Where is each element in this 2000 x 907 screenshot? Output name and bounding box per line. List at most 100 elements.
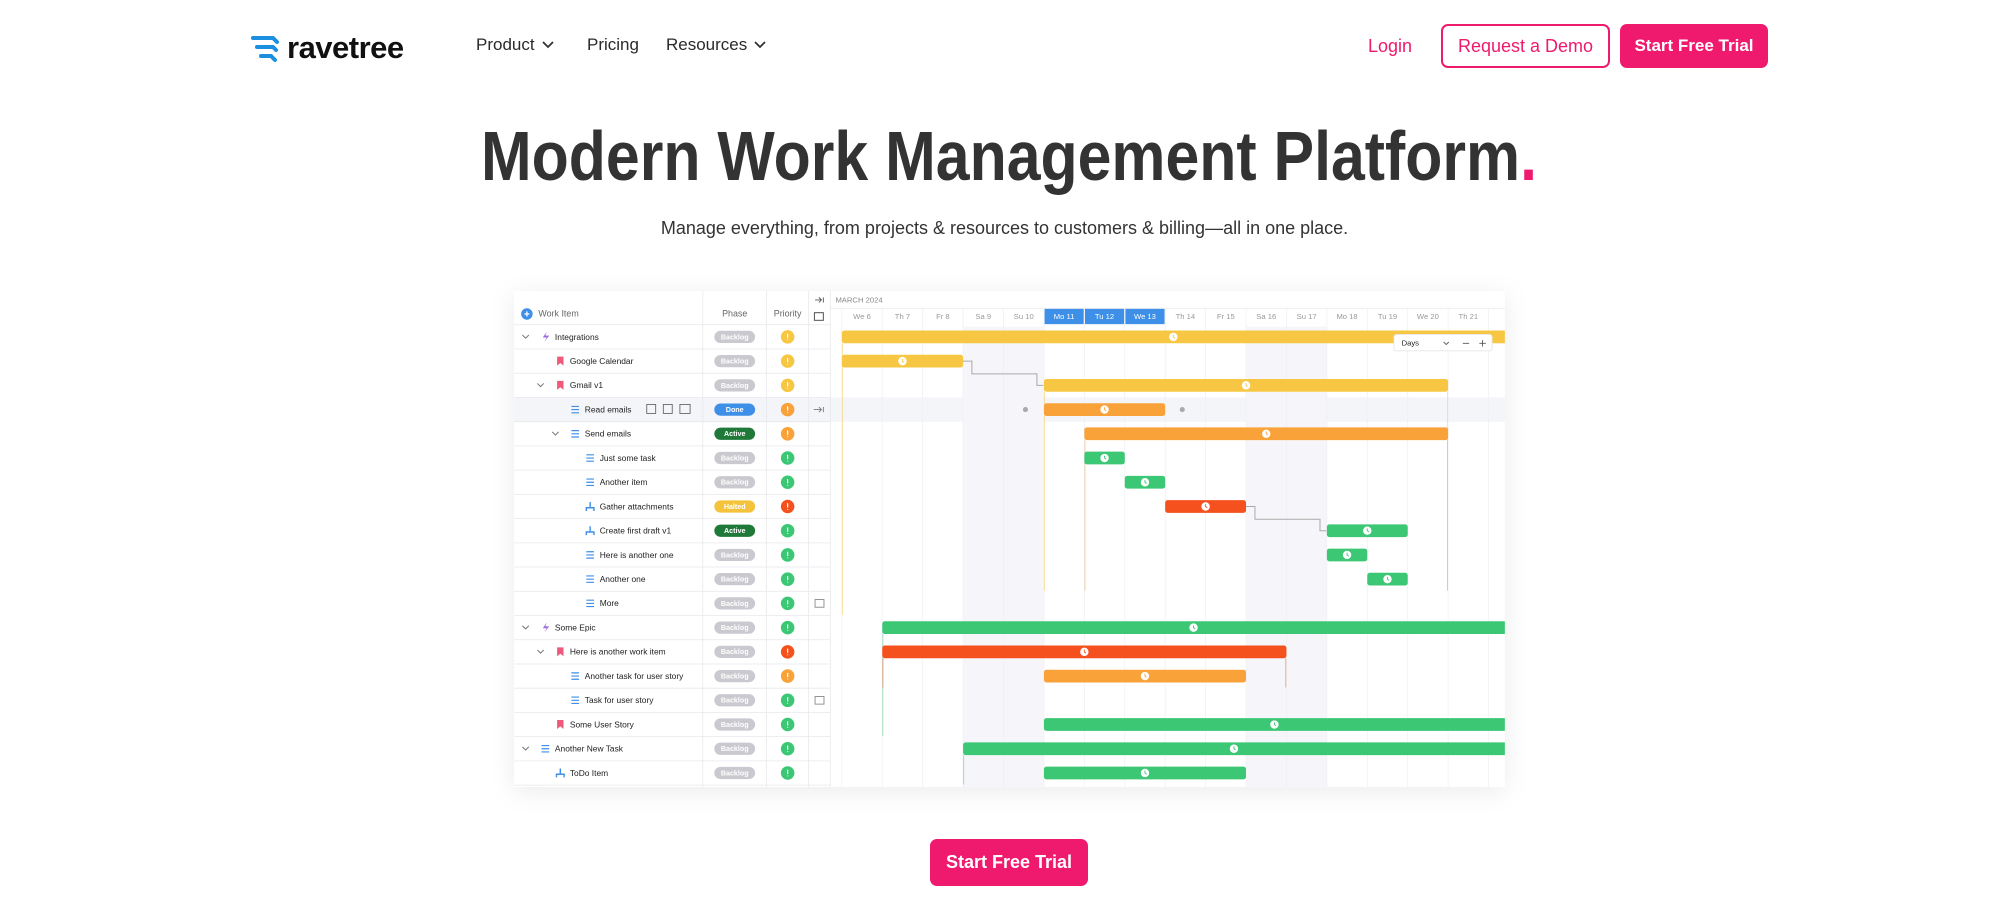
phase-badge — [714, 476, 756, 489]
phase-label: Halted — [724, 503, 746, 511]
day-label: Su 10 — [1014, 312, 1034, 321]
phase-label: Backlog — [721, 769, 749, 777]
day-label: Fr 15 — [1217, 312, 1235, 321]
expand-chevron — [536, 383, 545, 388]
expand-chevron — [522, 334, 530, 339]
task-icon — [586, 551, 594, 559]
story-icon — [557, 720, 564, 729]
row-label: Another one — [600, 574, 646, 584]
task-icon — [586, 575, 594, 583]
phase-label: Backlog — [721, 697, 749, 705]
column-header: Priority — [774, 308, 802, 318]
bar-icon-hand — [1346, 552, 1350, 557]
dependency-line — [1246, 505, 1327, 532]
nav-item[interactable]: Product — [476, 35, 554, 55]
phase-label: Backlog — [721, 672, 749, 680]
bar-icon-hand — [1273, 722, 1277, 727]
day-label: Tu 19 — [1378, 312, 1397, 321]
expand-chevron — [536, 649, 545, 654]
bar-icon-hand — [1265, 431, 1269, 436]
row-label: Create first draft v1 — [600, 526, 672, 536]
phase-badge — [714, 669, 756, 683]
expand-chevron — [551, 431, 559, 436]
calendar-icon — [814, 696, 825, 705]
zoom-label: Days — [1402, 338, 1420, 347]
demo-button[interactable]: Request a Demo — [1441, 24, 1610, 68]
phase-badge — [714, 355, 756, 368]
chevron — [541, 41, 554, 49]
task-icon — [571, 430, 580, 438]
gantt-preview: Work Item Phase Priority MARCH 2024 We 6 Th 7… — [514, 291, 1505, 787]
phase-label: Backlog — [721, 648, 749, 656]
subtask-icon — [585, 526, 595, 536]
phase-badge — [714, 766, 756, 780]
bar-icon-hand — [1083, 649, 1087, 654]
row-label: Here is another work item — [570, 647, 666, 657]
month-label: MARCH 2024 — [835, 296, 883, 305]
day-highlight — [1125, 308, 1165, 325]
phase-badge — [714, 573, 756, 586]
phase-label: Backlog — [721, 333, 749, 341]
row-label: Just some task — [600, 453, 657, 463]
phase-badge — [714, 427, 756, 440]
row-label: ToDo Item — [570, 768, 608, 778]
epic-icon — [542, 331, 550, 343]
phase-label: Backlog — [721, 358, 749, 366]
trial-button[interactable]: Start Free Trial — [1620, 24, 1768, 68]
row-label: Read emails — [585, 404, 632, 414]
story-icon — [557, 380, 564, 390]
day-label: Tu 12 — [1095, 312, 1114, 321]
logo[interactable]: ravetree — [251, 30, 404, 66]
day-label: Sa 16 — [1256, 312, 1276, 321]
add-plus — [524, 311, 530, 317]
drag-handle — [1022, 407, 1028, 413]
row-label: Some Epic — [555, 622, 596, 632]
day-label: Su 17 — [1297, 312, 1317, 321]
phase-badge — [714, 621, 756, 634]
row-label: Gmail v1 — [570, 380, 603, 390]
parent-span — [842, 343, 843, 615]
row-label: Another item — [600, 477, 648, 487]
expand-chevron — [522, 625, 530, 630]
parent-span — [963, 755, 965, 785]
nav-item[interactable]: Resources — [666, 35, 766, 55]
bar-icon-hand — [1366, 528, 1370, 533]
phase-label: Backlog — [721, 454, 749, 462]
column-header: Work Item — [538, 308, 578, 318]
day-label: Mo 18 — [1336, 312, 1357, 321]
phase-badge — [714, 718, 756, 731]
phase-label: Backlog — [721, 382, 749, 390]
phase-label: Active — [724, 527, 745, 535]
phase-label: Backlog — [721, 479, 749, 487]
story-icon — [557, 356, 564, 366]
day-label: Mo 11 — [1054, 312, 1075, 321]
chevron — [754, 41, 766, 49]
bar-icon-hand — [902, 358, 905, 363]
bar-icon-hand — [1193, 625, 1196, 630]
nav-item[interactable]: Pricing — [587, 35, 639, 55]
login-button[interactable]: Login — [1367, 35, 1413, 56]
day-label: Th 21 — [1459, 312, 1479, 321]
row-label: Gather attachments — [600, 501, 674, 511]
row-label: Google Calendar — [570, 356, 634, 366]
hero-title: Modern Work Management Platform. — [481, 117, 1537, 195]
parent-span — [1084, 440, 1448, 591]
day-label: Th 7 — [895, 312, 910, 321]
task-icon — [571, 405, 580, 414]
drag-handle — [1179, 407, 1185, 413]
phase-badge — [714, 694, 756, 707]
phase-label: Backlog — [721, 576, 749, 584]
row-label: Another task for user story — [585, 671, 684, 681]
row-label: Task for user story — [585, 695, 654, 705]
parent-span — [882, 658, 1287, 688]
collapse-icon — [815, 297, 824, 303]
cta-button[interactable]: Start Free Trial — [930, 839, 1088, 886]
bar-icon-hand — [1144, 673, 1147, 678]
pin-icon — [813, 406, 824, 413]
task-icon — [541, 744, 550, 753]
weekend-shade — [1003, 326, 1044, 787]
day-label: We 20 — [1417, 312, 1439, 321]
subtask-icon — [585, 502, 595, 511]
